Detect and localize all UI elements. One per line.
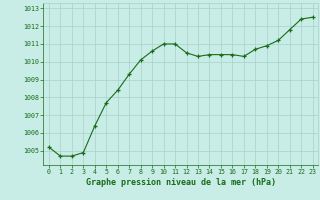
X-axis label: Graphe pression niveau de la mer (hPa): Graphe pression niveau de la mer (hPa)	[86, 178, 276, 187]
